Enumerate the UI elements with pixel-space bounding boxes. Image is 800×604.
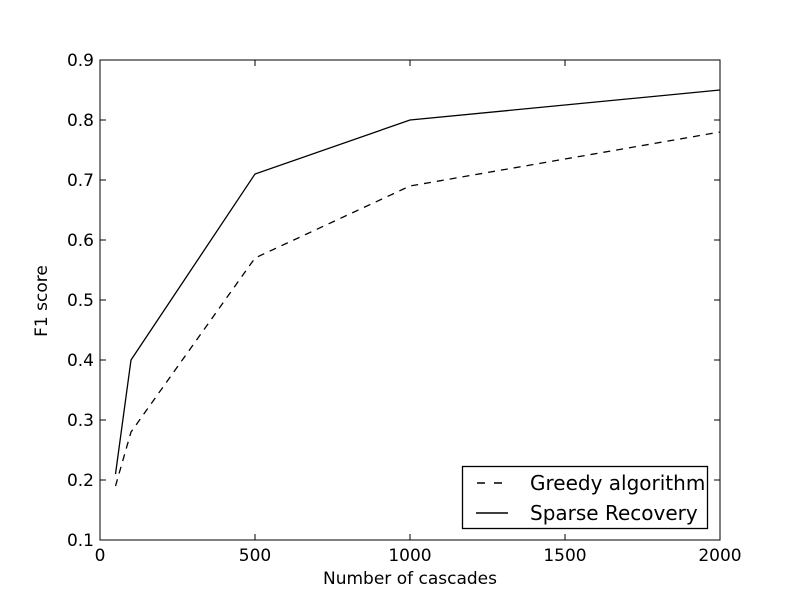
legend-box [461, 465, 709, 530]
legend: Greedy algorithm Sparse Recovery [461, 465, 709, 530]
y-axis-label: F1 score [32, 265, 52, 337]
y-tick-label: 0.3 [67, 411, 94, 431]
x-tick-label: 1000 [388, 546, 431, 566]
legend-label-greedy-algorithm: Greedy algorithm [530, 471, 705, 495]
data-series [114, 89, 721, 487]
series-line-greedy-algorithm [114, 131, 721, 487]
series-line-sparse-recovery [114, 89, 721, 475]
axis-tick-labels: 0 500 1000 1500 2000 0.1 0.2 0.3 0.4 0.5 0.6 0.7 0.8… [67, 51, 742, 566]
y-tick-label: 0.5 [67, 291, 94, 311]
axis-ticks [99, 59, 721, 541]
legend-label-sparse-recovery: Sparse Recovery [530, 501, 698, 525]
y-tick-label: 0.6 [67, 231, 94, 251]
y-tick-label: 0.2 [67, 471, 94, 491]
x-tick-label: 2000 [698, 546, 741, 566]
x-tick-label: 500 [239, 546, 271, 566]
y-tick-label: 0.8 [67, 111, 94, 131]
y-tick-label: 0.9 [67, 51, 94, 71]
x-tick-label: 1500 [543, 546, 586, 566]
y-tick-label: 0.1 [67, 531, 94, 551]
y-tick-label: 0.4 [67, 351, 94, 371]
x-tick-label: 0 [95, 546, 106, 566]
x-axis-label: Number of cascades [323, 569, 497, 589]
y-tick-label: 0.7 [67, 171, 94, 191]
